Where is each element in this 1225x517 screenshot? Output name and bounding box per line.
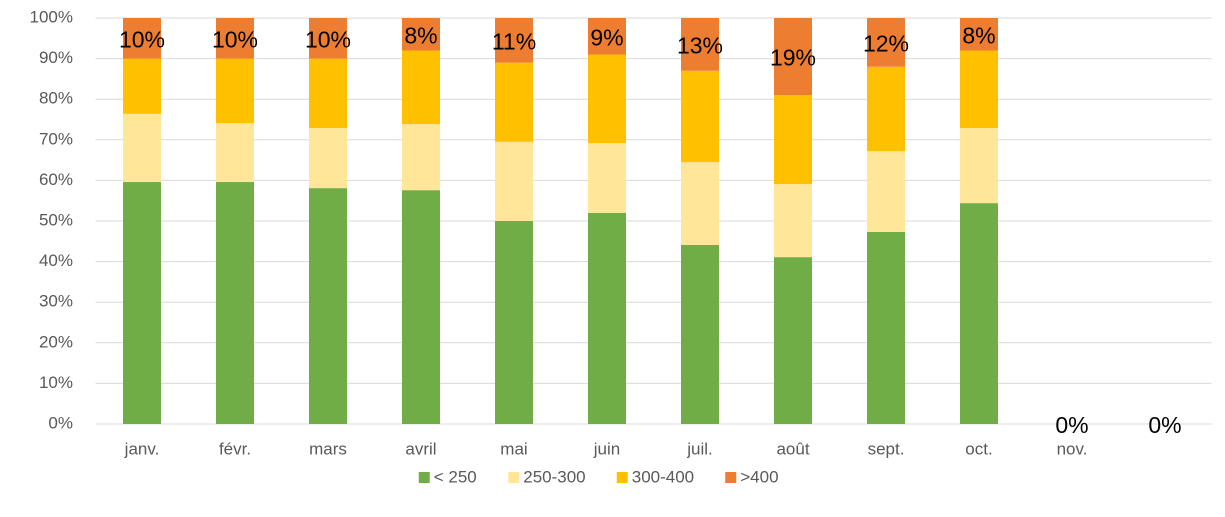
legend-swatch bbox=[508, 472, 520, 483]
bar-segment bbox=[867, 66, 905, 152]
bar-segment bbox=[774, 18, 812, 96]
bar-segment bbox=[588, 18, 626, 55]
bar-segment bbox=[960, 50, 998, 129]
data-label: 0% bbox=[1055, 412, 1088, 438]
bar-segment bbox=[216, 182, 254, 424]
bar-segment bbox=[402, 123, 440, 191]
bar-segment bbox=[123, 182, 161, 424]
data-label: 10% bbox=[305, 26, 351, 52]
bar-segment bbox=[960, 128, 998, 204]
bar-segment bbox=[495, 18, 533, 63]
y-tick-label: 10% bbox=[39, 373, 73, 392]
legend-swatch bbox=[616, 472, 628, 483]
data-label: 9% bbox=[590, 24, 623, 50]
data-label: 19% bbox=[770, 45, 816, 71]
legend-label: >400 bbox=[740, 467, 778, 486]
bar-segment bbox=[681, 70, 719, 163]
y-tick-label: 100% bbox=[30, 7, 73, 26]
y-tick-label: 30% bbox=[39, 292, 73, 311]
x-tick-label: juin bbox=[593, 439, 620, 458]
y-tick-label: 20% bbox=[39, 332, 73, 351]
x-tick-label: mai bbox=[500, 439, 527, 458]
data-label: 12% bbox=[863, 30, 909, 56]
x-tick-label: janv. bbox=[124, 439, 160, 458]
bar-segment bbox=[495, 62, 533, 142]
bar-segment bbox=[495, 221, 533, 424]
bar-segment bbox=[309, 18, 347, 59]
bar-segment bbox=[402, 50, 440, 124]
bar-segment bbox=[402, 190, 440, 424]
bar-segment bbox=[123, 18, 161, 59]
data-label: 13% bbox=[677, 32, 723, 58]
legend-swatch bbox=[725, 472, 737, 483]
bar-segment bbox=[681, 244, 719, 424]
bar-segment bbox=[216, 18, 254, 59]
y-tick-label: 60% bbox=[39, 170, 73, 189]
x-tick-label: juil. bbox=[686, 439, 713, 458]
bar-segment bbox=[588, 143, 626, 213]
data-label: 11% bbox=[492, 28, 536, 54]
x-tick-label: avril bbox=[405, 439, 436, 458]
legend-label: 300-400 bbox=[632, 467, 694, 486]
data-label: 10% bbox=[119, 26, 165, 52]
bar-segment bbox=[774, 95, 812, 185]
legend-label: 250-300 bbox=[523, 467, 585, 486]
x-tick-label: sept. bbox=[868, 439, 905, 458]
bar-segment bbox=[309, 188, 347, 424]
legend-swatch bbox=[418, 472, 430, 483]
bar-segment bbox=[216, 123, 254, 183]
x-tick-label: août bbox=[776, 439, 809, 458]
legend-label: < 250 bbox=[434, 467, 477, 486]
bar-segment bbox=[588, 54, 626, 144]
bar-segment bbox=[867, 231, 905, 424]
bar-segment bbox=[309, 58, 347, 129]
bar-segment bbox=[867, 18, 905, 67]
bar-segment bbox=[123, 113, 161, 183]
bar-segment bbox=[774, 184, 812, 258]
bar-segment bbox=[960, 18, 998, 51]
x-tick-label: nov. bbox=[1057, 439, 1088, 458]
bar-segment bbox=[681, 162, 719, 245]
x-tick-label: oct. bbox=[965, 439, 992, 458]
bar-segment bbox=[309, 128, 347, 189]
y-tick-label: 80% bbox=[39, 89, 73, 108]
y-tick-label: 40% bbox=[39, 251, 73, 270]
data-label: 8% bbox=[962, 22, 995, 48]
bar-segment bbox=[402, 18, 440, 51]
data-label: 0% bbox=[1148, 412, 1181, 438]
x-tick-label: mars bbox=[309, 439, 347, 458]
bar-segment bbox=[588, 212, 626, 424]
data-label: 8% bbox=[404, 22, 437, 48]
y-tick-label: 70% bbox=[39, 129, 73, 148]
y-tick-label: 0% bbox=[48, 413, 73, 432]
bar-segment bbox=[495, 141, 533, 221]
y-tick-label: 50% bbox=[39, 210, 73, 229]
bar-segment bbox=[216, 58, 254, 124]
bar-segment bbox=[123, 58, 161, 114]
bar-segment bbox=[960, 203, 998, 424]
y-tick-label: 90% bbox=[39, 48, 73, 67]
bar-segment bbox=[681, 18, 719, 71]
bar-segment bbox=[867, 151, 905, 232]
data-label: 10% bbox=[212, 26, 258, 52]
x-tick-label: févr. bbox=[219, 439, 251, 458]
bar-segment bbox=[774, 257, 812, 424]
